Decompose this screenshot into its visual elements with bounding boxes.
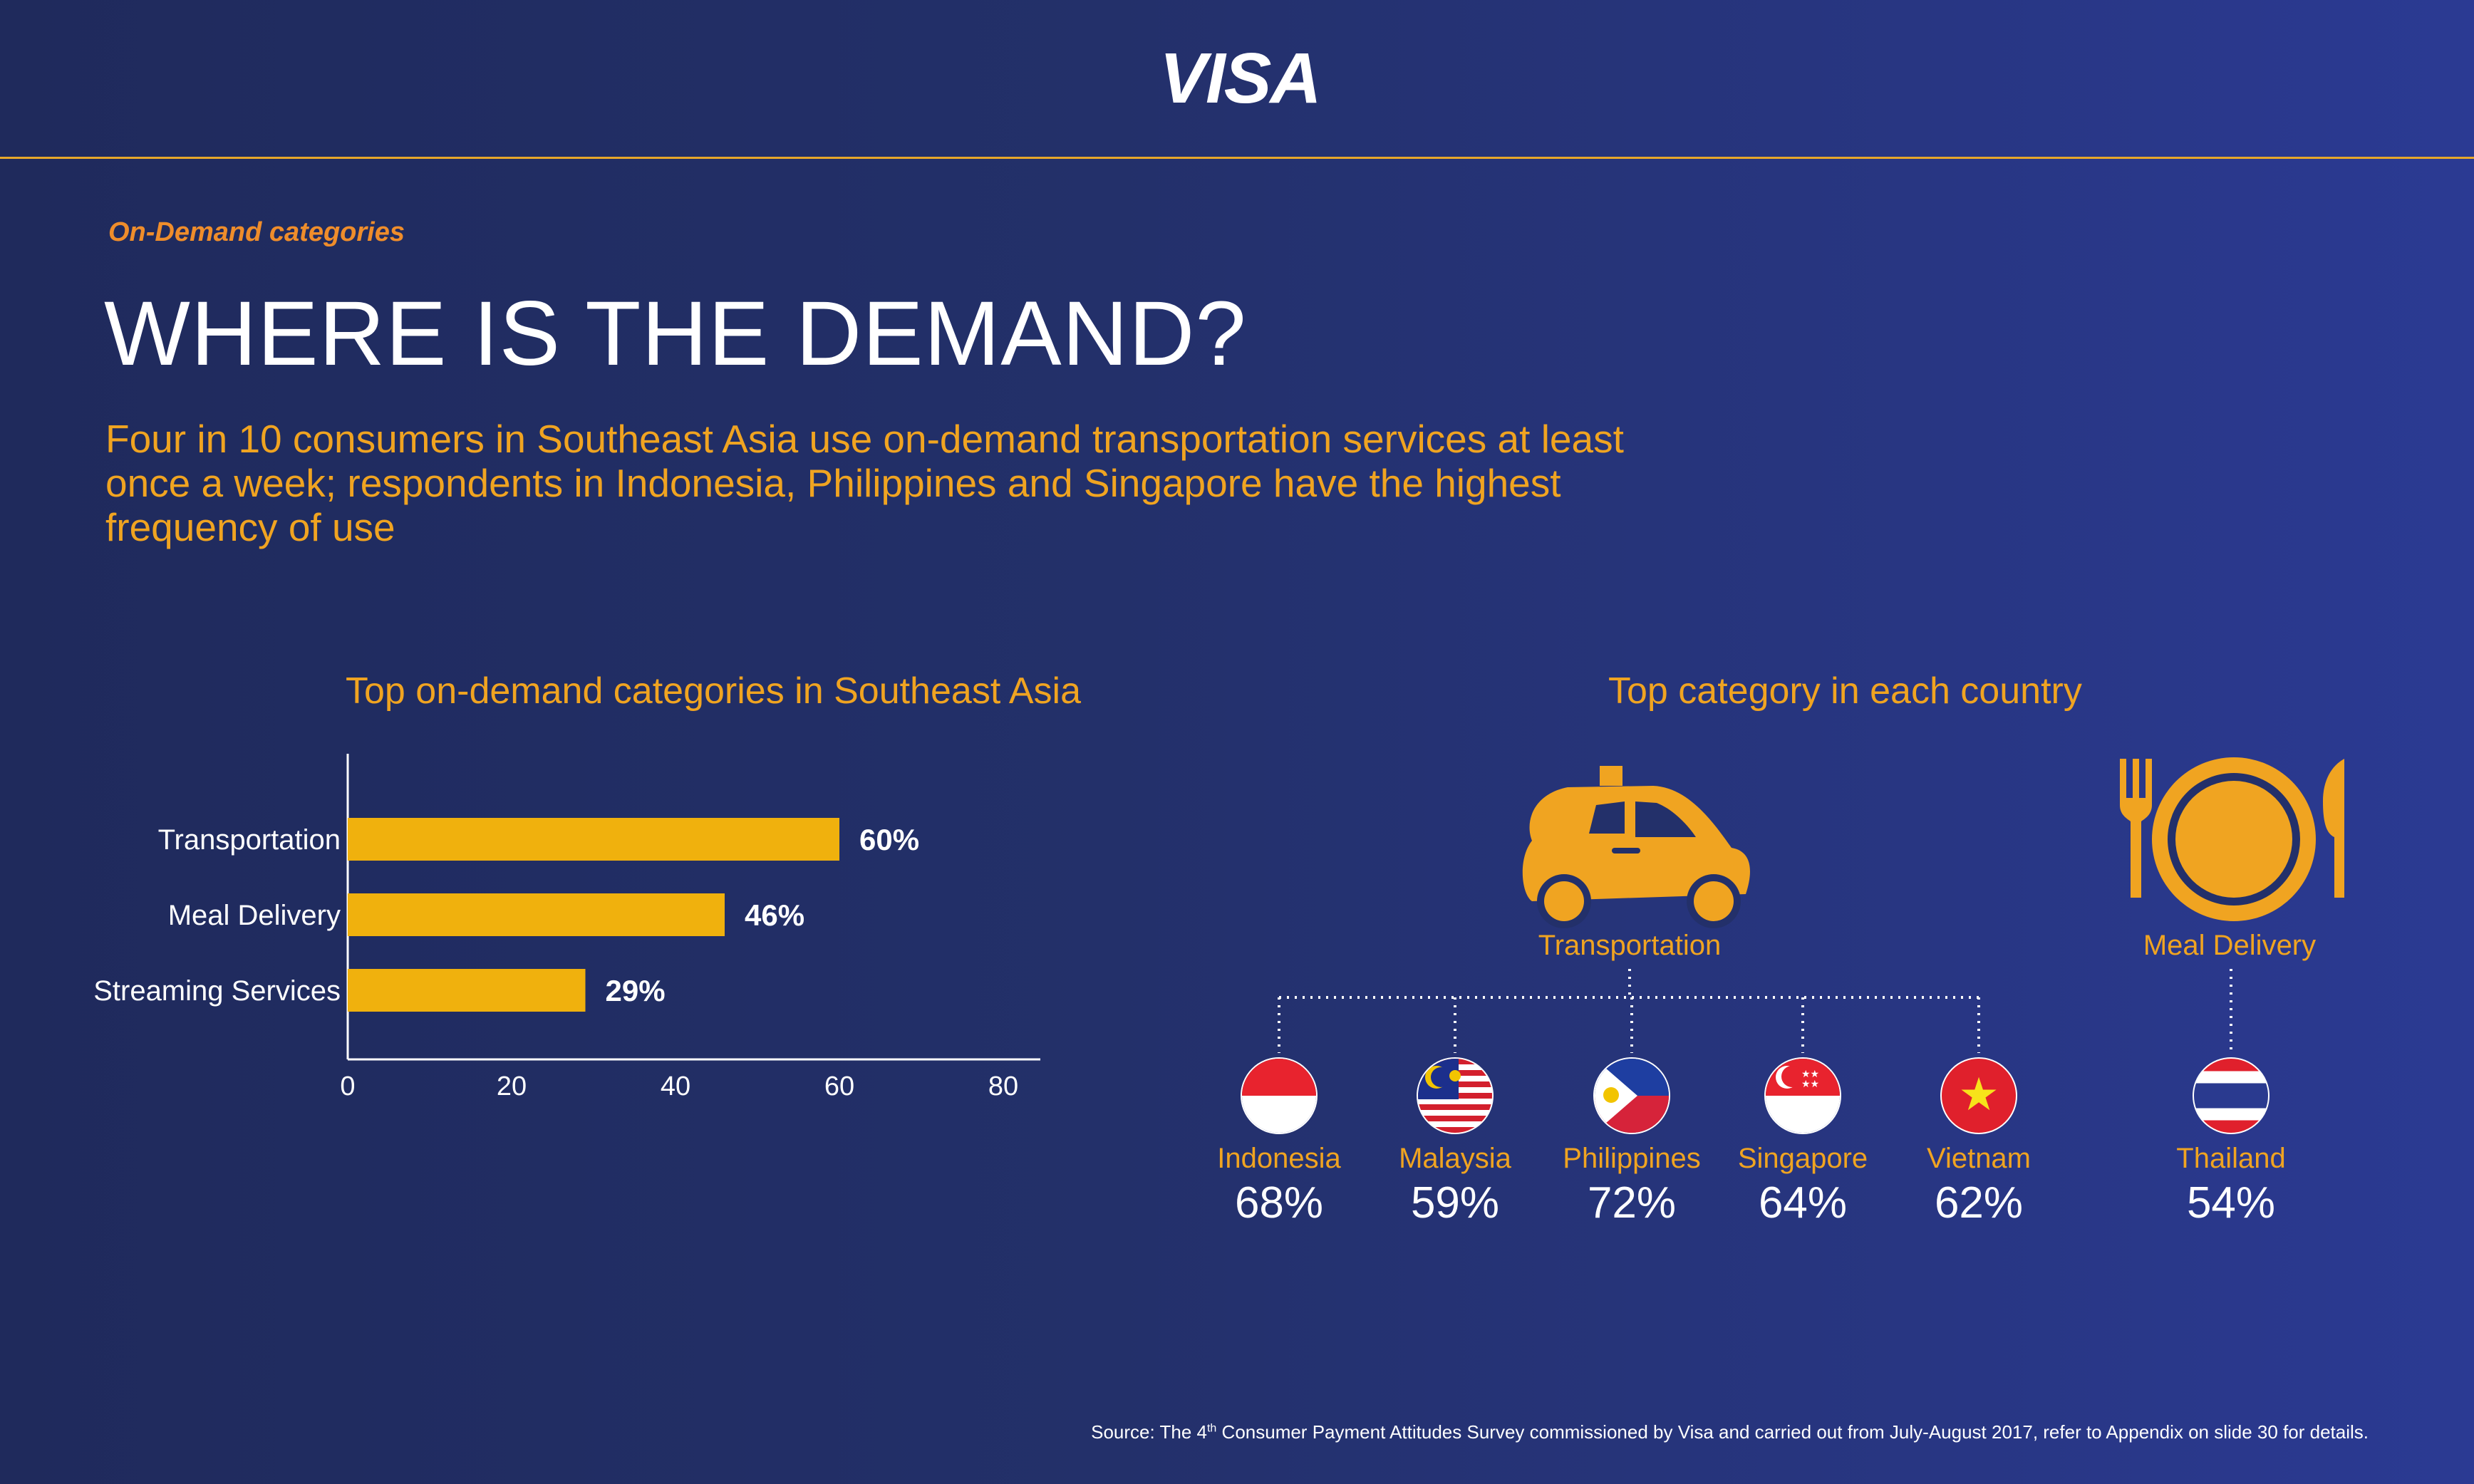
eyebrow-label: On-Demand categories (108, 217, 405, 247)
vietnam-flag-icon: ★ (1940, 1057, 2017, 1134)
data-label: 60% (859, 823, 919, 856)
source-note: Source: The 4th Consumer Payment Attitud… (1091, 1421, 2369, 1443)
country-percentage: 68% (1234, 1178, 1324, 1228)
country-philippines: Philippines 72% (1525, 1057, 1739, 1228)
x-tick-label: 40 (661, 1072, 690, 1101)
singapore-flag-icon: ★★ ★★ (1764, 1057, 1841, 1134)
country-singapore: ★★ ★★ Singapore 64% (1696, 1057, 1910, 1228)
data-label: 46% (745, 898, 804, 932)
category-label: Meal Delivery (168, 900, 341, 931)
data-label: 29% (606, 974, 666, 1007)
x-tick-label: 60 (824, 1072, 854, 1101)
bar-streaming-services (348, 969, 586, 1012)
country-percentage: 64% (1758, 1178, 1848, 1228)
country-percentage: 54% (2186, 1178, 2276, 1228)
meal-icon-label: Meal Delivery (2143, 930, 2317, 961)
meal-icon (2120, 757, 2344, 921)
thailand-flag-icon (2193, 1057, 2269, 1134)
bar-transportation (348, 818, 839, 861)
philippines-flag-icon (1593, 1057, 1670, 1134)
x-tick-label: 80 (988, 1072, 1018, 1101)
country-name: Thailand (2176, 1143, 2286, 1174)
bar-meal-delivery (348, 893, 725, 936)
country-percentage: 72% (1587, 1178, 1677, 1228)
country-name: Philippines (1563, 1143, 1701, 1174)
country-name: Vietnam (1926, 1143, 2031, 1174)
category-label: Streaming Services (93, 975, 341, 1007)
bar-chart: Transportation 60% Meal Delivery 46% Streami… (93, 754, 1040, 1101)
page-title: WHERE IS THE DEMAND? (104, 283, 1247, 385)
country-percentage: 62% (1934, 1178, 2024, 1228)
transport-icon-label: Transportation (1538, 930, 1722, 961)
x-tick-label: 20 (497, 1072, 527, 1101)
country-name: Malaysia (1399, 1143, 1511, 1174)
bar-chart-title: Top on-demand categories in Southeast As… (346, 670, 1082, 712)
visa-logo: VISA (1159, 38, 1321, 118)
country-panel-title: Top category in each country (1608, 670, 2082, 712)
category-label: Transportation (158, 824, 341, 856)
connector-lines (1278, 969, 2232, 1053)
country-name: Indonesia (1217, 1143, 1341, 1174)
country-malaysia: Malaysia 59% (1348, 1057, 1562, 1228)
taxi-icon (1522, 766, 1750, 928)
x-tick-label: 0 (340, 1072, 355, 1101)
country-vietnam: ★ Vietnam 62% (1872, 1057, 2086, 1228)
page-subtitle: Four in 10 consumers in Southeast Asia u… (105, 417, 1624, 549)
indonesia-flag-icon (1241, 1057, 1318, 1134)
country-indonesia: Indonesia 68% (1172, 1057, 1386, 1228)
malaysia-flag-icon (1417, 1057, 1494, 1134)
header-bar: VISA (0, 0, 2474, 159)
country-percentage: 59% (1410, 1178, 1500, 1228)
country-thailand: Thailand 54% (2124, 1057, 2338, 1228)
country-name: Singapore (1737, 1143, 1868, 1174)
